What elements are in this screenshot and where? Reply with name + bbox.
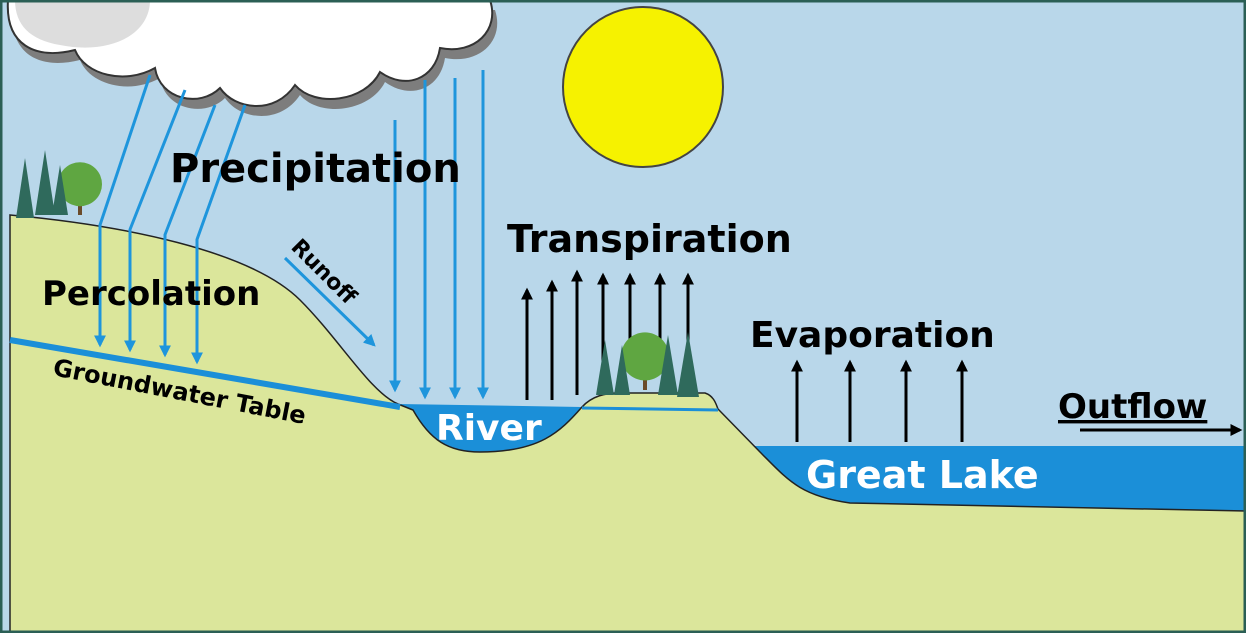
conifer-tree [16,158,34,218]
rain-percolation-arrow [94,74,152,348]
hill-water-line [581,406,719,412]
trees [16,150,699,397]
label: Evaporation [750,315,995,356]
conifer-tree [658,335,678,395]
label: River [436,408,542,449]
cloud-shade [15,0,150,48]
lake-water [745,446,1246,511]
label: Transpiration [507,217,792,261]
conifer-tree [614,345,630,395]
runoff-arrow [283,256,376,347]
conifer-tree [35,150,55,215]
groundwater-line [9,337,401,410]
land [9,214,1246,633]
leafy-tree [621,332,669,381]
label: Great Lake [806,453,1039,497]
river-water [398,404,582,452]
rain-percolation-arrow [124,89,187,353]
label: Percolation [42,274,260,314]
conifer-tree [677,332,699,397]
rain-percolation-arrow [191,104,247,365]
conifer-tree [52,165,68,215]
arrows [94,70,1243,442]
label: Precipitation [170,146,461,192]
rain-percolation-arrow [159,104,217,358]
sun [562,6,724,168]
leafy-tree [58,162,102,207]
conifer-tree [596,340,614,395]
label: Outflow [1058,387,1207,427]
